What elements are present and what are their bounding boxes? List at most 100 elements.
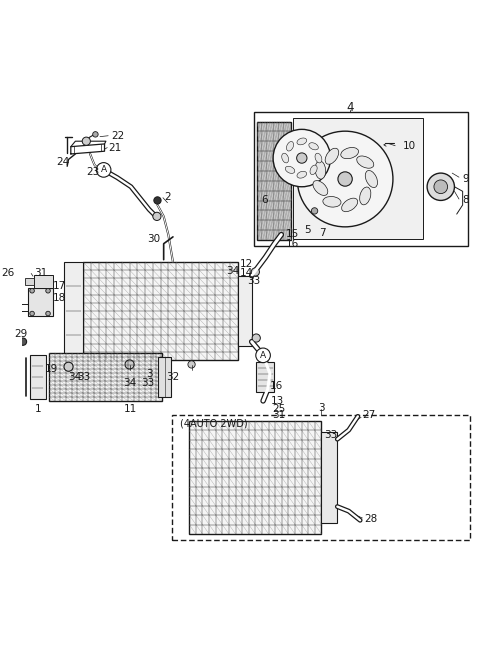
Bar [30,356,46,399]
Circle shape [64,362,73,371]
Text: 25: 25 [272,404,286,414]
Circle shape [312,208,318,214]
Text: 17: 17 [53,281,66,291]
Ellipse shape [282,154,288,163]
Ellipse shape [315,161,325,179]
Bar [172,415,470,540]
Text: 32: 32 [167,372,180,382]
Circle shape [93,132,98,137]
Bar [35,275,53,289]
Text: (4AUTO 2WD): (4AUTO 2WD) [180,419,248,428]
Text: 9: 9 [462,174,469,184]
Text: 31: 31 [272,411,286,420]
Text: 33: 33 [247,276,260,286]
Circle shape [297,131,393,227]
Text: A: A [100,165,107,174]
Text: 5: 5 [304,225,311,235]
Circle shape [273,129,331,187]
Ellipse shape [310,165,317,174]
Bar [25,278,35,285]
Text: 31: 31 [35,268,48,277]
Ellipse shape [357,156,374,168]
Text: 3: 3 [318,403,324,413]
Bar [49,353,162,401]
Text: 28: 28 [365,514,378,524]
Text: 16: 16 [286,239,299,249]
Text: 18: 18 [53,293,66,302]
Text: 12: 12 [240,259,253,269]
Text: 22: 22 [111,131,124,141]
Circle shape [338,172,352,186]
Text: 10: 10 [403,141,416,151]
Bar [83,262,238,360]
Circle shape [82,137,90,145]
Text: 3: 3 [146,369,153,379]
Ellipse shape [285,166,295,173]
Ellipse shape [342,198,358,212]
Text: 2: 2 [164,192,171,202]
Circle shape [188,361,195,368]
Ellipse shape [297,171,307,178]
Text: 27: 27 [362,411,376,420]
Circle shape [256,348,270,363]
Text: 15: 15 [286,229,299,239]
Ellipse shape [313,180,328,195]
Ellipse shape [365,171,378,188]
Text: 1: 1 [35,404,41,414]
Ellipse shape [360,187,371,205]
Circle shape [154,197,161,204]
Circle shape [251,268,259,276]
Text: 11: 11 [123,404,137,414]
Text: 33: 33 [77,372,90,382]
Ellipse shape [323,197,341,207]
Ellipse shape [341,148,359,159]
Circle shape [96,163,111,177]
Circle shape [125,360,134,369]
Circle shape [30,289,35,293]
Bar [158,357,171,398]
Bar [27,289,53,316]
Circle shape [252,334,260,342]
Ellipse shape [315,154,322,163]
Text: 33: 33 [324,430,337,440]
Text: A: A [260,351,266,360]
Bar [257,121,291,240]
Ellipse shape [309,143,318,150]
Circle shape [46,311,50,316]
Circle shape [297,153,307,163]
Ellipse shape [297,138,307,145]
Text: 24: 24 [57,157,70,167]
Circle shape [19,338,26,345]
Bar [254,112,468,246]
Text: 13: 13 [271,396,284,406]
Bar [64,262,83,360]
Bar [322,432,337,523]
Text: 29: 29 [14,329,27,339]
Text: 34: 34 [227,266,240,276]
Text: 30: 30 [147,234,161,244]
Circle shape [46,289,50,293]
Bar [256,362,275,392]
Text: 34: 34 [123,378,136,388]
Bar [293,119,422,239]
Text: 6: 6 [261,195,268,205]
Bar [238,276,252,346]
Ellipse shape [287,142,294,151]
Text: 23: 23 [86,167,99,176]
Text: 26: 26 [1,268,15,277]
Text: 19: 19 [45,364,59,374]
Text: 34: 34 [69,372,82,382]
Circle shape [153,213,161,220]
Bar [189,421,322,534]
Text: 7: 7 [319,228,325,238]
Text: 16: 16 [270,381,283,392]
Text: 14: 14 [240,268,253,278]
Text: 33: 33 [142,378,155,388]
Ellipse shape [325,148,339,164]
Circle shape [434,180,448,194]
Text: 8: 8 [462,195,469,205]
Circle shape [427,173,455,201]
Text: 4: 4 [346,102,353,114]
Text: 21: 21 [108,142,122,153]
Circle shape [30,311,35,316]
